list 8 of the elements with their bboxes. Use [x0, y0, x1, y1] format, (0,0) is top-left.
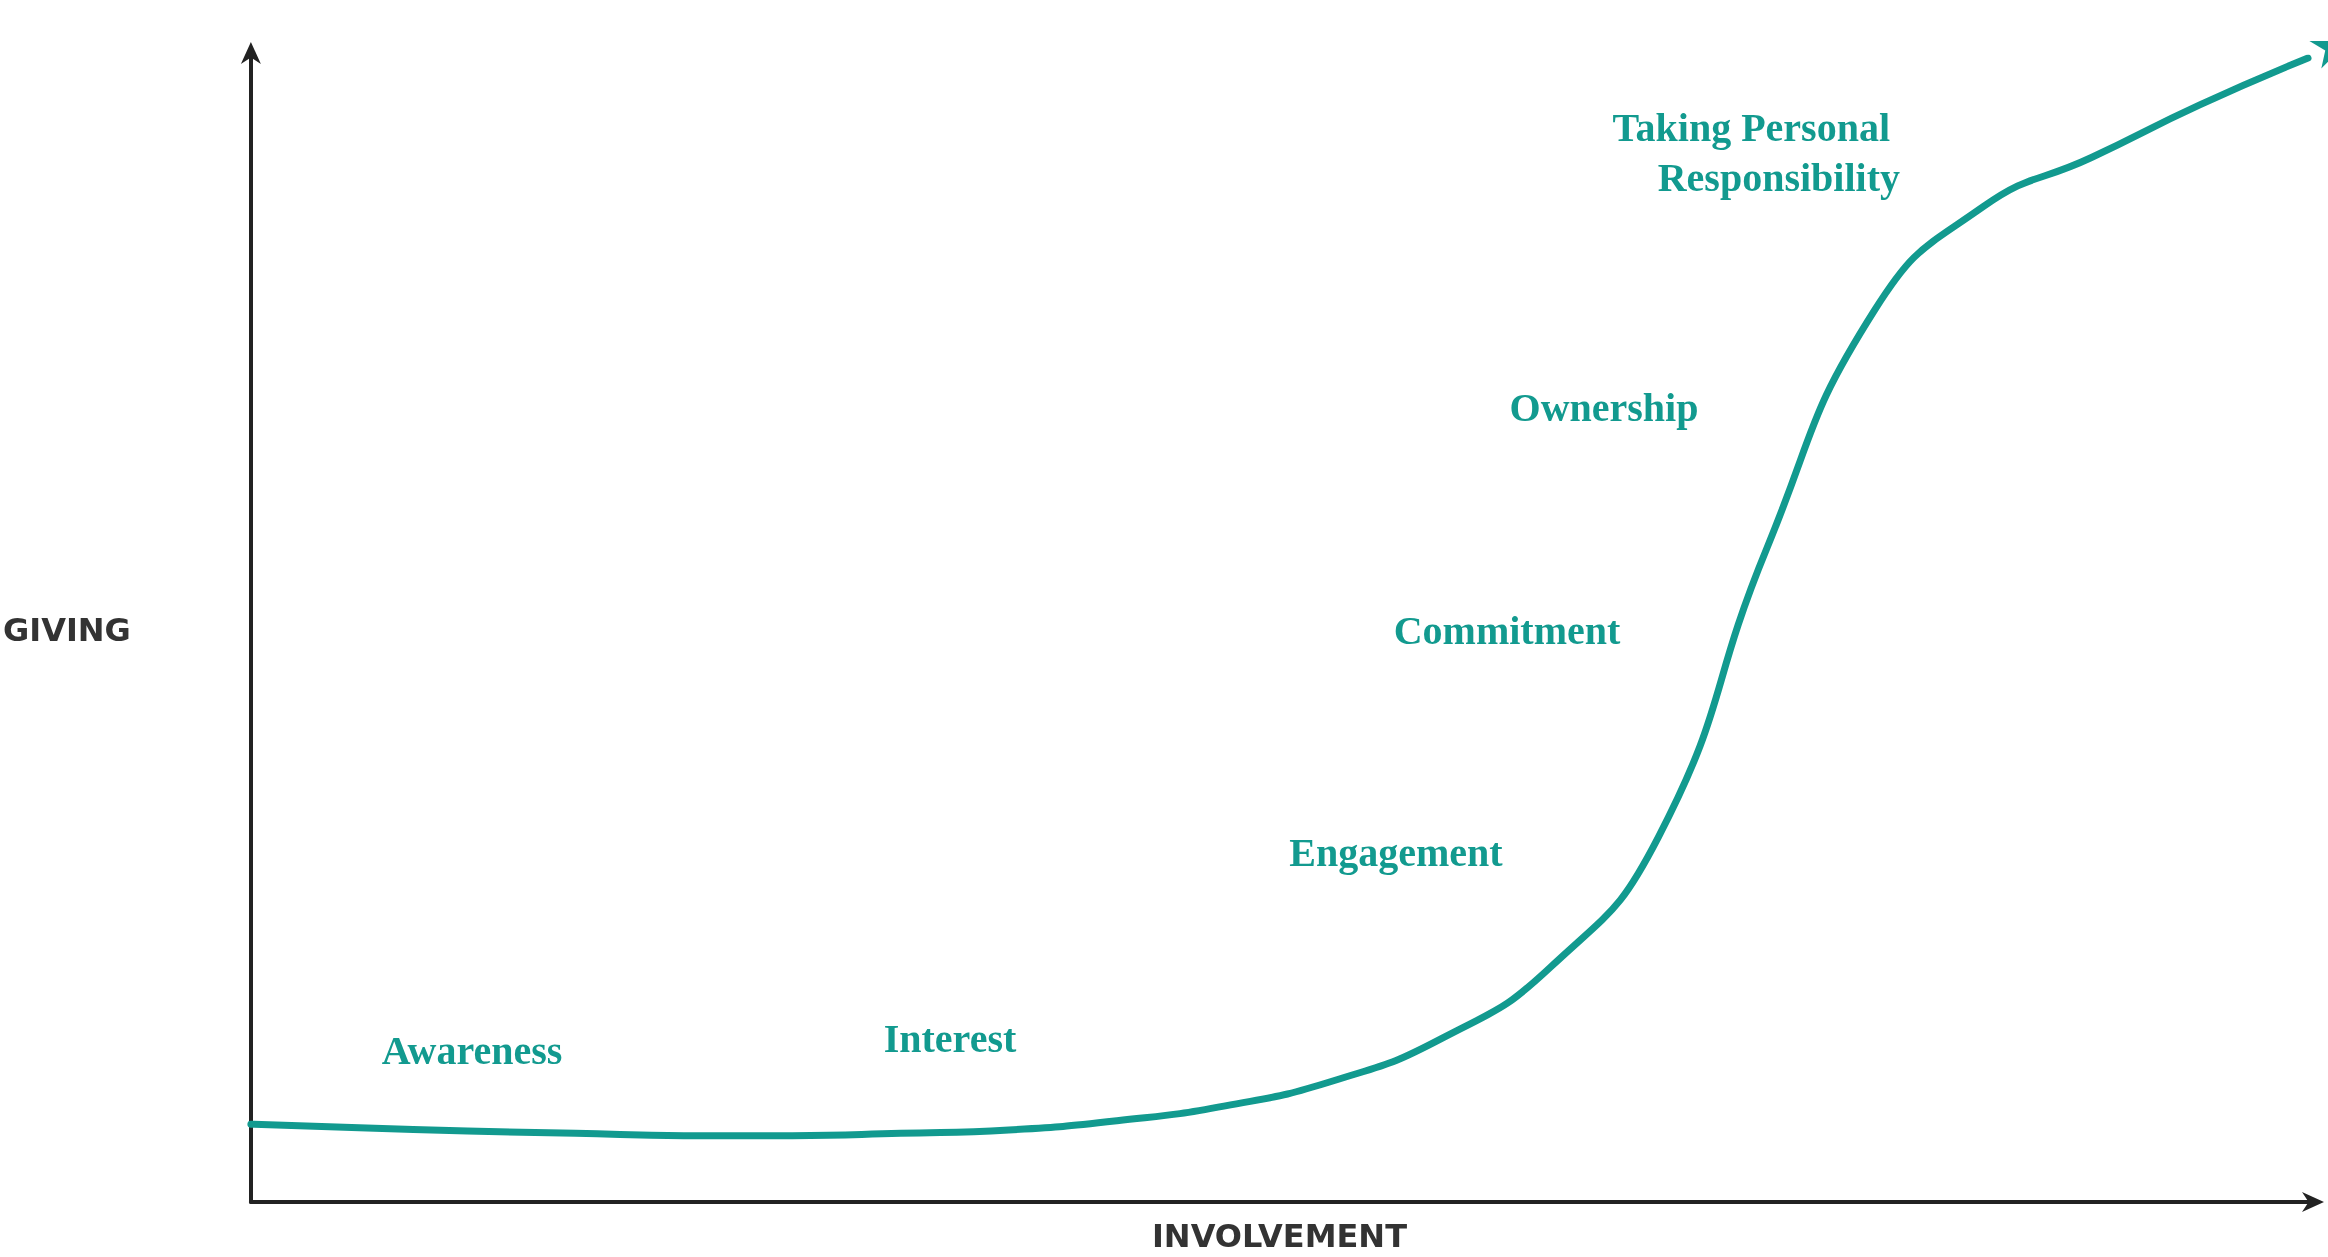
annotation: Ownership: [1509, 384, 1699, 430]
annotation: Commitment: [1393, 607, 1621, 653]
y-axis-title: GIVING: [3, 611, 131, 649]
annotation: Awareness: [381, 1027, 563, 1073]
annotation: Engagement: [1289, 829, 1504, 875]
annotation: Interest: [883, 1015, 1017, 1061]
annotation: Taking Personal Responsibility: [1612, 104, 1900, 200]
x-axis-title: INVOLVEMENT: [1151, 1217, 1408, 1255]
